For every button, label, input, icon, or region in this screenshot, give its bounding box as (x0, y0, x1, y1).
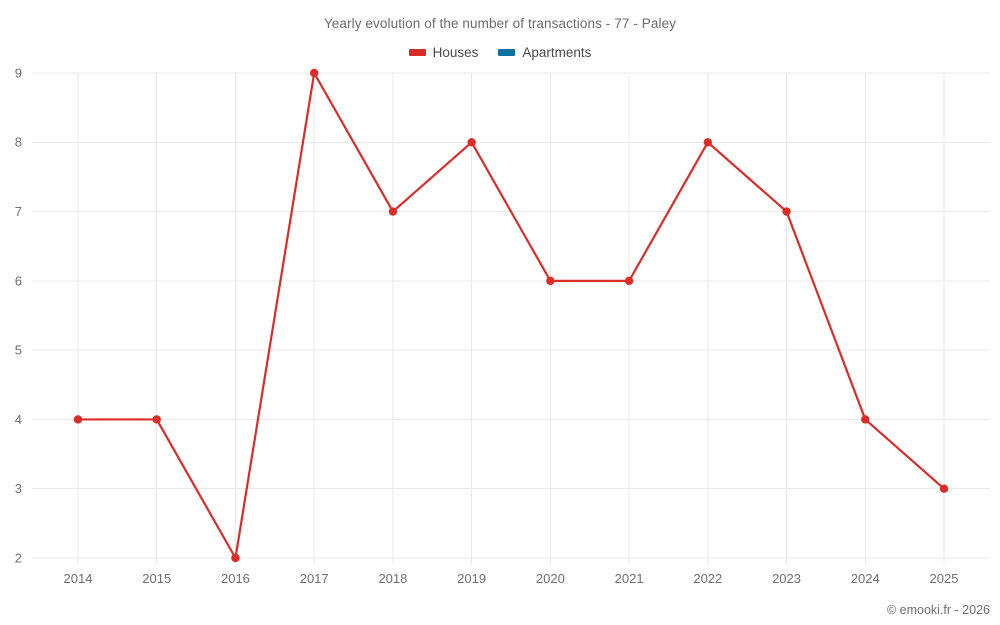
x-axis-tick-label: 2021 (615, 571, 644, 586)
grid-lines (32, 72, 990, 564)
y-axis-tick-label: 9 (15, 65, 22, 80)
y-axis-tick-label: 5 (15, 343, 22, 358)
x-axis-tick-label: 2015 (142, 571, 171, 586)
x-axis-tick-label: 2023 (772, 571, 801, 586)
legend-item-apartments[interactable]: Apartments (498, 45, 591, 60)
series-line-houses (76, 71, 946, 560)
x-axis-tick-label: 2016 (221, 571, 250, 586)
x-axis-tick-label: 2019 (457, 571, 486, 586)
legend-swatch-houses (408, 49, 426, 56)
y-axis-tick-label: 4 (15, 412, 22, 427)
y-axis-tick-label: 6 (15, 273, 22, 288)
x-axis-tick-label: 2022 (693, 571, 722, 586)
y-axis-tick-label: 2 (15, 550, 22, 565)
x-axis-tick-label: 2017 (300, 571, 329, 586)
data-point[interactable] (152, 415, 161, 424)
y-axis-tick-labels: 2 3 4 5 6 7 8 9 (15, 65, 22, 565)
legend-label-houses: Houses (432, 45, 479, 60)
chart-title: Yearly evolution of the number of transa… (323, 16, 677, 31)
data-point[interactable] (309, 68, 319, 78)
data-point[interactable] (467, 138, 476, 147)
data-point[interactable] (861, 415, 870, 424)
footer-credit: © emooki.fr - 2026 (886, 603, 990, 617)
x-axis-tick-label: 2024 (851, 571, 880, 586)
chart-legend: Houses Apartments (0, 45, 1000, 60)
data-point[interactable] (231, 553, 240, 563)
y-axis-tick-label: 7 (15, 204, 22, 219)
data-point[interactable] (782, 207, 791, 216)
data-point[interactable] (546, 276, 555, 286)
x-axis-tick-label: 2020 (536, 571, 565, 586)
data-series-layer (73, 68, 949, 563)
legend-swatch-apartments (498, 49, 516, 56)
data-point[interactable] (388, 207, 398, 216)
y-axis-tick-label: 8 (15, 135, 22, 150)
x-axis-tick-label: 2025 (930, 571, 959, 586)
y-axis-tick-label: 3 (15, 481, 22, 496)
data-point[interactable] (703, 138, 713, 147)
data-point[interactable] (73, 415, 83, 424)
legend-item-houses[interactable]: Houses (408, 45, 479, 60)
legend-label-apartments: Apartments (522, 45, 592, 60)
x-axis-tick-label: 2014 (64, 571, 93, 586)
x-axis-tick-label: 2018 (378, 571, 407, 586)
data-point[interactable] (939, 484, 949, 493)
x-axis-tick-labels: 2014 2015 2016 2017 2018 2019 2020 2021 2022 2023… (64, 571, 959, 586)
data-point[interactable] (624, 276, 634, 286)
